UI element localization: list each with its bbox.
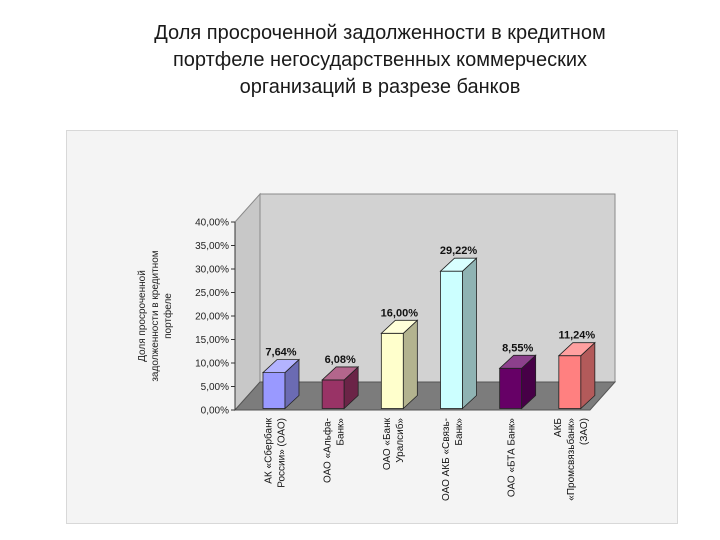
data-label: 11,24% — [558, 330, 595, 342]
y-tick-label: 35,00% — [195, 241, 229, 252]
bar-3: 16,00% — [380, 307, 419, 410]
category-label: АКБ — [553, 418, 564, 437]
back-wall — [259, 193, 616, 383]
bar-5: 8,55% — [498, 342, 537, 410]
bar-front — [380, 332, 404, 409]
y-tick-label: 40,00% — [195, 218, 229, 229]
bar-front — [321, 379, 345, 409]
bar-side — [462, 257, 477, 410]
data-label: 16,00% — [381, 307, 419, 319]
bar-front — [262, 372, 286, 409]
title-line: организаций в разрезе банков — [239, 76, 521, 98]
data-label: 6,08% — [325, 354, 356, 366]
bar-6: 11,24% — [557, 330, 596, 410]
bar-2: 6,08% — [321, 354, 360, 410]
category-label: ОАО «Альфа- — [322, 418, 334, 483]
title-line: Доля просроченной задолженности в кредит… — [154, 22, 606, 44]
bar-top — [321, 366, 360, 381]
data-label: 29,22% — [440, 245, 478, 257]
category-label: (ЗАО) — [579, 418, 590, 445]
bar-4: 29,22% — [439, 245, 478, 410]
data-label: 8,55% — [502, 342, 533, 354]
y-axis-title-line: портфеле — [162, 293, 174, 339]
category-label: Банк» — [336, 418, 347, 446]
title-line: портфеле негосударственных коммерческих — [172, 49, 588, 71]
y-tick-label: 15,00% — [195, 335, 229, 346]
bar-front — [499, 367, 523, 409]
y-axis-label: Доля просроченной задолженности в кредитн… — [137, 250, 174, 381]
bars: 7,64% 6,08% 16,00% 29,22% 8,55% 11,24% — [261, 245, 596, 410]
category-label: «Промсвязьбанк» — [565, 418, 577, 501]
bar-top — [439, 257, 478, 272]
category-label: Уралсиб» — [394, 418, 406, 463]
y-tick-label: 25,00% — [195, 288, 229, 299]
y-axis-title-line: задолженности в кредитном — [150, 250, 161, 381]
category-label: Банк» — [454, 418, 465, 446]
y-tick-label: 5,00% — [201, 382, 229, 393]
bar-1: 7,64% — [261, 347, 301, 410]
category-label: АК «Сбербанк — [263, 417, 275, 483]
x-axis-categories: АК «Сбербанк России» (ОАО) ОАО «Альфа- Банк… — [263, 417, 590, 501]
y-tick-label: 30,00% — [195, 265, 229, 276]
y-tick-label: 20,00% — [195, 312, 229, 323]
category-label: ОАО «Банк — [382, 417, 393, 470]
category-label: России» (ОАО) — [277, 418, 288, 488]
category-label: ОАО «БТА Банк» — [507, 418, 518, 497]
bar-front — [558, 355, 582, 409]
bar-top — [261, 359, 301, 373]
bar-top — [557, 342, 596, 357]
bar-side — [402, 319, 418, 410]
bar-front — [440, 270, 463, 409]
bar-top — [498, 354, 537, 369]
y-tick-label: 10,00% — [195, 359, 229, 370]
data-label: 7,64% — [265, 347, 296, 359]
bar-top — [380, 319, 419, 334]
y-axis: 0,00% 5,00% 10,00% 15,00% 20,00% 25,00% 30,00%… — [195, 218, 236, 417]
y-axis-title-line: Доля просроченной — [137, 270, 148, 362]
side-wall — [234, 192, 261, 412]
slide-title: Доля просроченной задолженности в кредит… — [90, 20, 670, 101]
category-label: ОАО АКБ «Связь- — [441, 418, 452, 501]
y-tick-label: 0,00% — [201, 406, 229, 417]
